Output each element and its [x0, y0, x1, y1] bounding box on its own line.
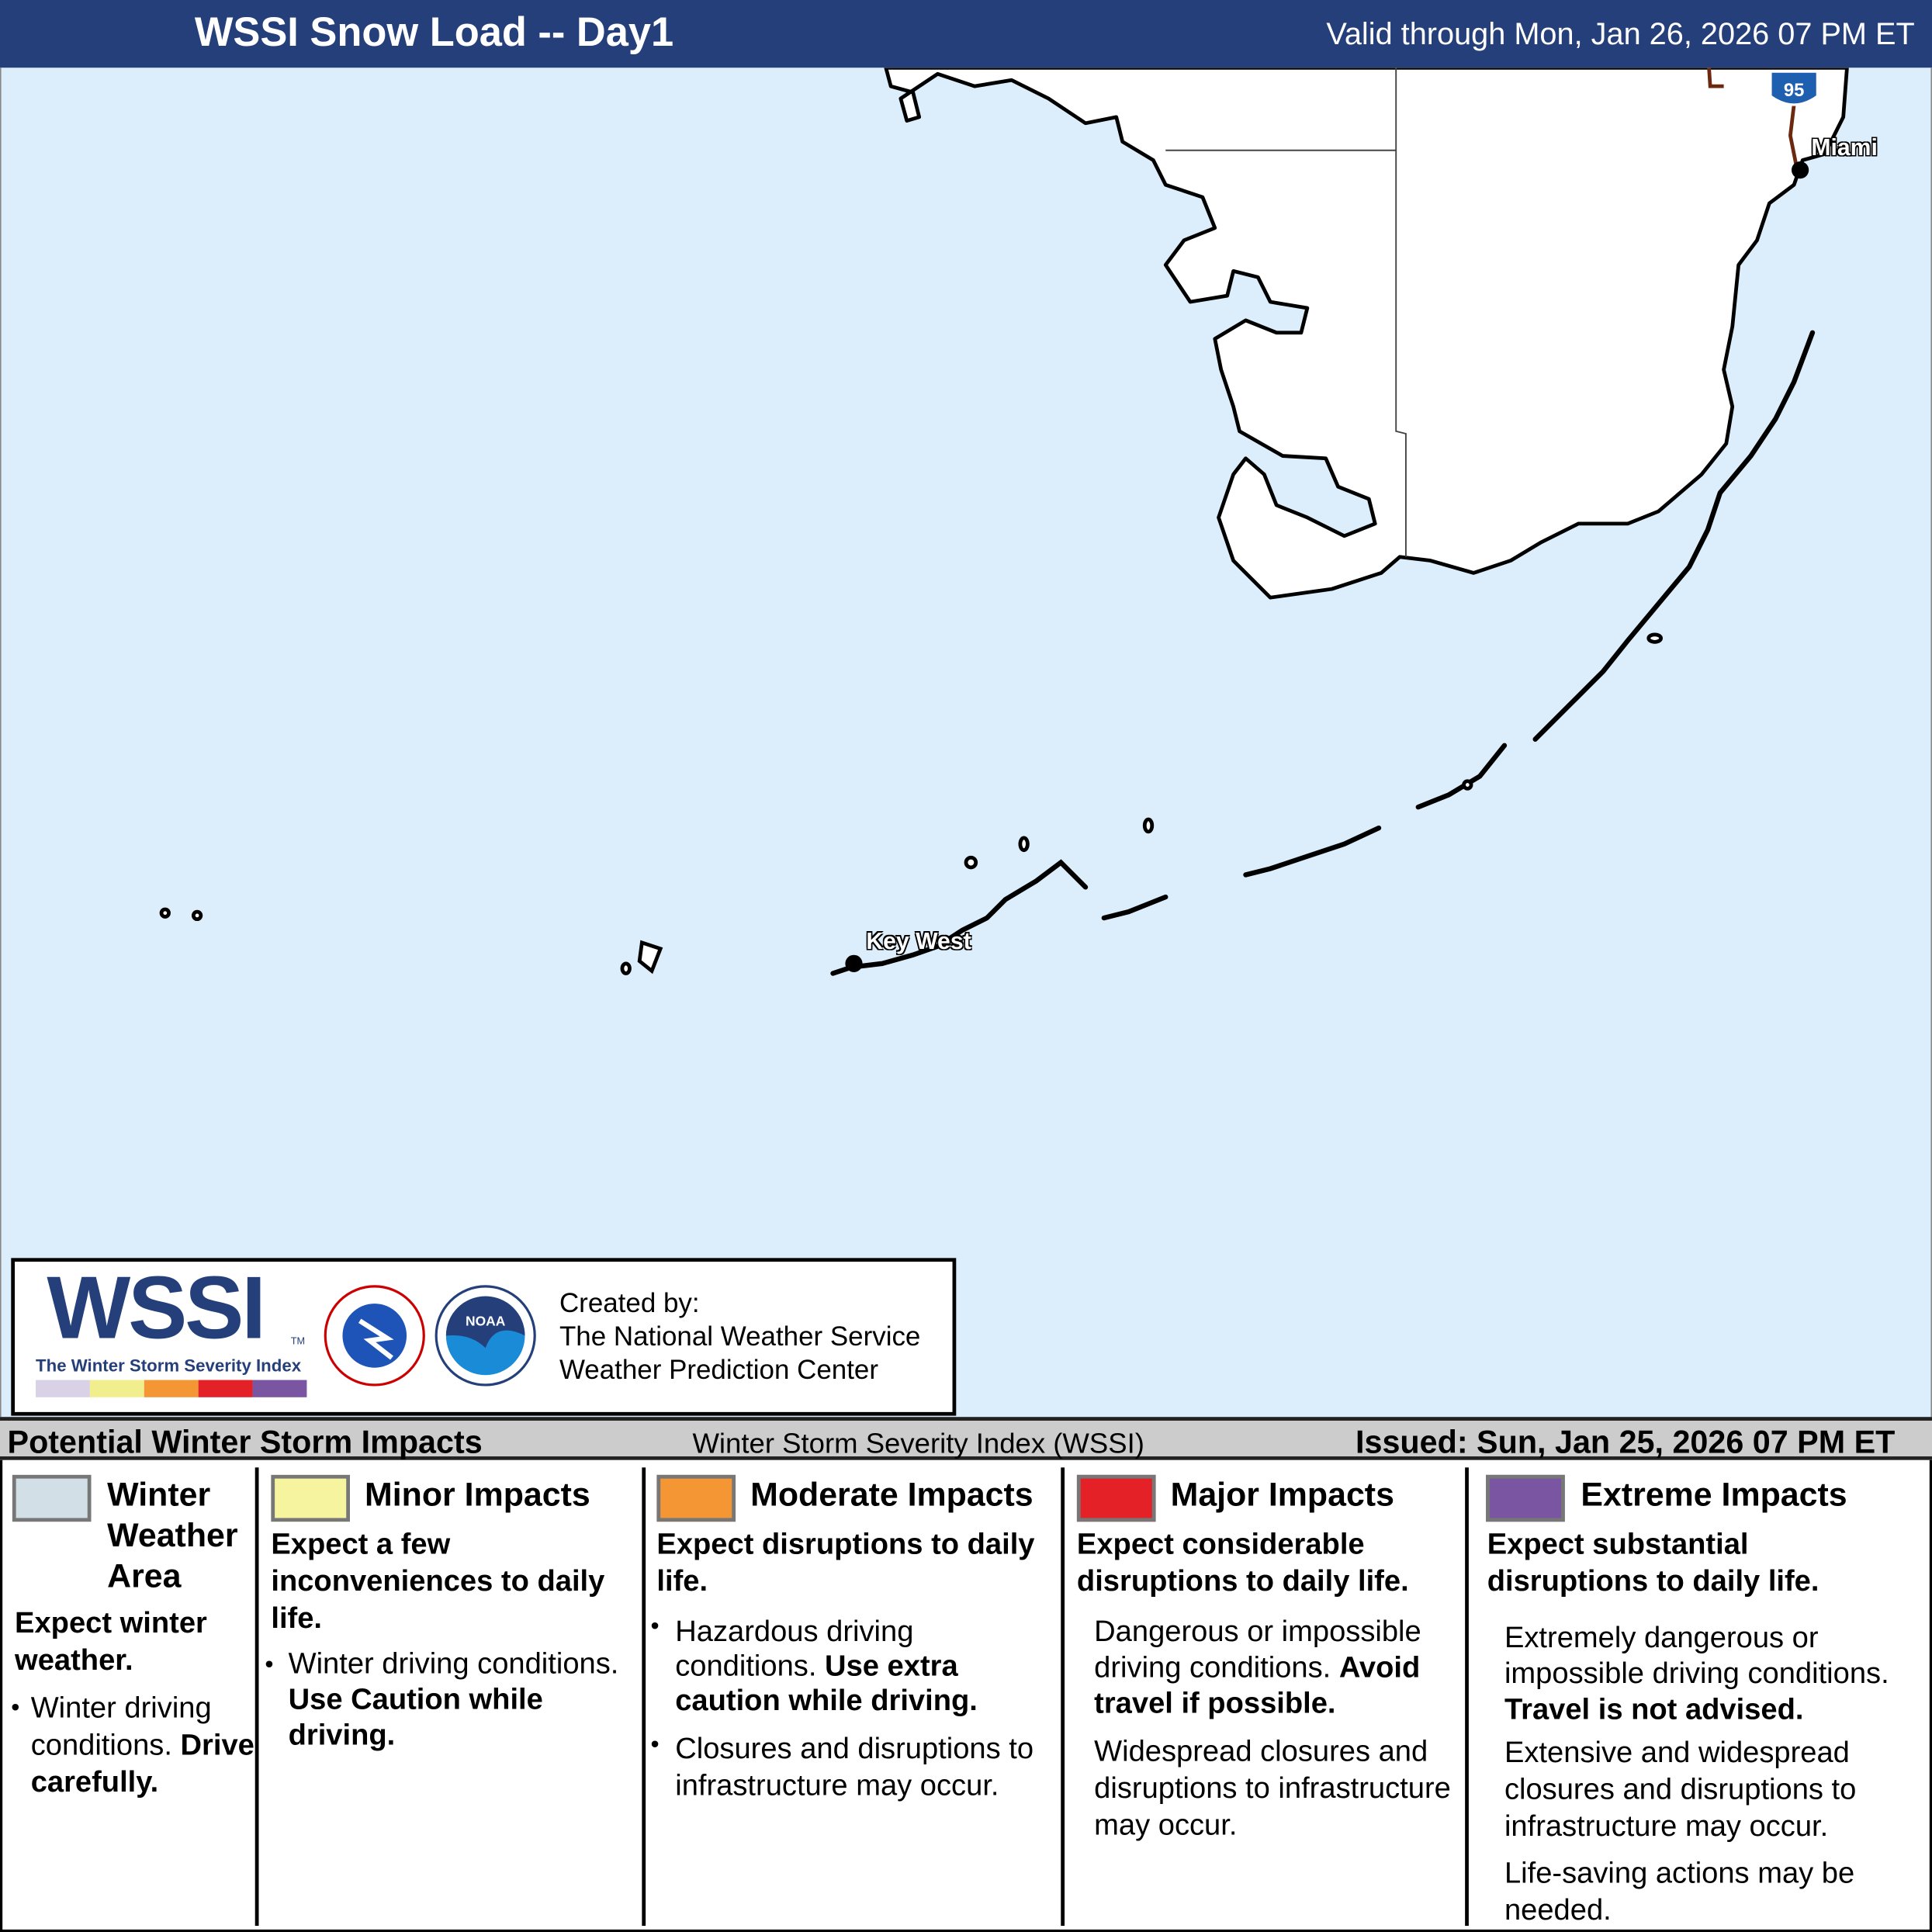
impacts-title-bar: Potential Winter Storm Impacts Winter St…	[0, 1417, 1932, 1460]
map-title: WSSI Snow Load -- Day1	[194, 9, 674, 54]
legend-text-extreme-2: Extensive and widespread closures and di…	[1504, 1736, 1857, 1844]
wssi-subtitle: The Winter Storm Severity Index	[36, 1355, 302, 1376]
wssi-bar-segment	[198, 1380, 253, 1397]
legend-bullet-moderate-bold: Use extra caution while driving.	[675, 1650, 978, 1718]
org-nws: The National Weather Service	[559, 1321, 921, 1352]
impacts-legend: Winter Weather Area Expect winter weathe…	[0, 1459, 1932, 1932]
legend-title-extreme: Extreme Impacts	[1581, 1476, 1847, 1514]
swatch-moderate	[656, 1474, 736, 1522]
bullet: •	[650, 1612, 660, 1640]
header-bar: WSSI Snow Load -- Day1 Valid through Mon…	[0, 0, 1932, 68]
legend-summary-winter: Expect winter weather.	[15, 1606, 207, 1678]
key-west-marker	[845, 954, 863, 972]
legend-summary-moderate: Expect disruptions to daily life.	[656, 1528, 1035, 1598]
legend-summary-major: Expect considerable disruptions to daily…	[1076, 1528, 1409, 1598]
legend-title-major: Major Impacts	[1170, 1476, 1394, 1514]
wssi-bar-segment	[144, 1380, 199, 1397]
legend-text-major-bold: Avoid travel if possible.	[1094, 1650, 1421, 1720]
swatch-winter-weather-area	[12, 1474, 92, 1522]
legend-summary-extreme: Expect substantial disruptions to daily …	[1487, 1528, 1819, 1598]
i95-shield-icon: 95	[1769, 70, 1819, 106]
noaa-logo-text: NOAA	[466, 1314, 506, 1329]
legend-bullet-minor-text: Winter driving conditions.	[288, 1647, 619, 1681]
credits-box: WSSI TM The Winter Storm Severity Index …	[11, 1258, 957, 1416]
impacts-heading: Potential Winter Storm Impacts	[7, 1423, 483, 1460]
nws-logo-icon	[324, 1285, 425, 1387]
map-area[interactable]: 95 Miami Key West WSSI TM The Winter Sto…	[0, 68, 1932, 1418]
map-svg: 95	[159, 68, 1849, 976]
wssi-bar-segment	[36, 1380, 90, 1397]
wssi-bar-segment	[89, 1380, 144, 1397]
legend-title-moderate: Moderate Impacts	[750, 1476, 1034, 1514]
i95-shield-number: 95	[1784, 80, 1805, 101]
column-divider	[1061, 1467, 1065, 1927]
swatch-major	[1076, 1474, 1156, 1522]
bullet: •	[650, 1731, 660, 1759]
i95-route	[1707, 68, 1800, 173]
florida-mainland	[884, 68, 1849, 600]
city-label-key-west: Key West	[866, 929, 971, 955]
legend-text-major-2: Widespread closures and disruptions to i…	[1094, 1734, 1451, 1843]
wssi-color-bar	[36, 1380, 307, 1397]
swatch-extreme	[1486, 1474, 1565, 1522]
bullet: •	[265, 1650, 274, 1678]
legend-bullet-winter-bold: Drive carefully.	[30, 1728, 254, 1799]
city-label-miami: Miami	[1811, 135, 1878, 162]
column-divider	[1465, 1467, 1469, 1927]
legend-text-major-1: Dangerous or impossible driving conditio…	[1094, 1614, 1463, 1721]
legend-bullet-winter: Winter driving conditions. Drive careful…	[31, 1691, 265, 1802]
legend-bullet-minor: Winter driving conditions. Use Caution w…	[289, 1646, 646, 1754]
valid-time: Valid through Mon, Jan 26, 2026 07 PM ET	[1326, 17, 1915, 52]
legend-bullet-moderate-2: Closures and disruptions to infrastructu…	[675, 1732, 1034, 1803]
noaa-logo-icon: NOAA	[435, 1285, 536, 1387]
county-lines	[1165, 68, 1407, 557]
index-name: Winter Storm Severity Index (WSSI)	[692, 1426, 1144, 1459]
legend-text-major-text: Dangerous or impossible driving conditio…	[1094, 1615, 1421, 1684]
created-by: Created by: The National Weather Service…	[559, 1286, 920, 1387]
created-by-label: Created by:	[559, 1287, 700, 1319]
legend-text-extreme-text: Extremely dangerous or impossible drivin…	[1504, 1621, 1889, 1691]
legend-title-minor: Minor Impacts	[365, 1476, 590, 1514]
issued-time: Issued: Sun, Jan 25, 2026 07 PM ET	[1356, 1423, 1896, 1460]
bullet: •	[11, 1694, 20, 1722]
column-divider	[642, 1467, 646, 1927]
swatch-minor	[271, 1474, 350, 1522]
legend-text-extreme-bold: Travel is not advised.	[1504, 1692, 1804, 1726]
wssi-logo: WSSI	[47, 1259, 266, 1358]
legend-title-winter: Winter Weather Area	[107, 1476, 238, 1594]
column-divider	[254, 1467, 259, 1927]
legend-summary-minor: Expect a few inconveniences to daily lif…	[271, 1528, 605, 1636]
legend-bullet-moderate-1: Hazardous driving conditions. Use extra …	[675, 1615, 1044, 1719]
legend-text-extreme-3: Life-saving actions may be needed.	[1504, 1857, 1855, 1927]
legend-bullet-winter-text: Winter driving conditions.	[30, 1691, 212, 1762]
miami-marker	[1791, 161, 1809, 179]
legend-bullet-minor-bold: Use Caution while driving.	[288, 1683, 543, 1753]
islands	[159, 632, 1664, 975]
wssi-tm: TM	[290, 1335, 306, 1347]
legend-text-extreme-1: Extremely dangerous or impossible drivin…	[1504, 1620, 1930, 1727]
org-wpc: Weather Prediction Center	[559, 1354, 879, 1385]
legend-bullet-moderate-text: Hazardous driving conditions.	[675, 1615, 914, 1684]
wssi-bar-segment	[252, 1380, 307, 1397]
